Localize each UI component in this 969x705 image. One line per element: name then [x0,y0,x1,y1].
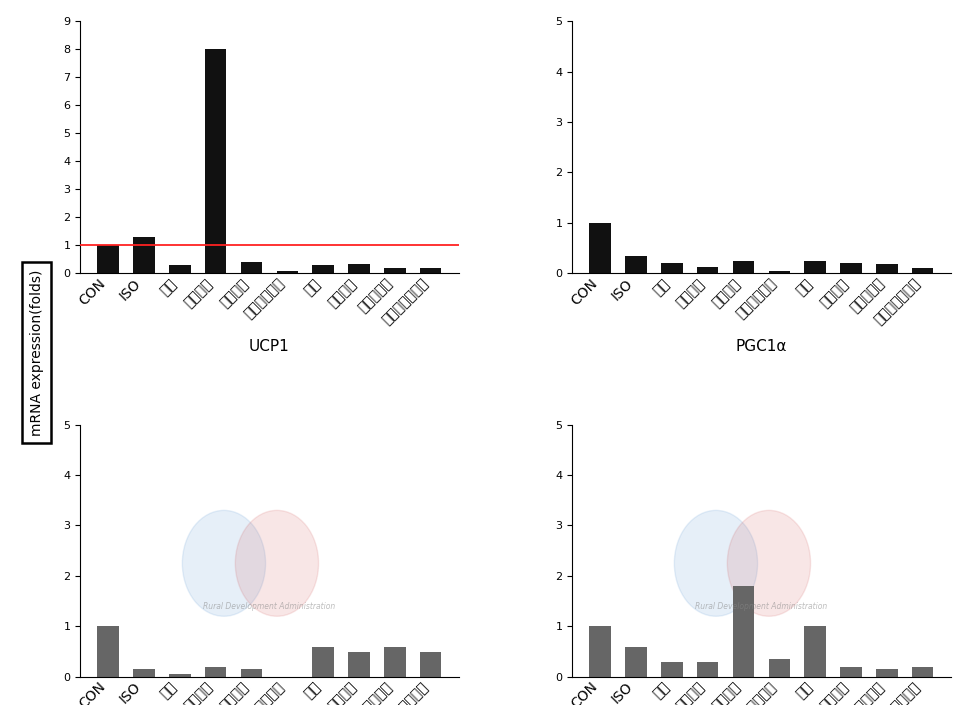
Bar [204,667,226,677]
Bar [732,261,754,274]
Bar [420,651,441,677]
Text: Rural Development Administration: Rural Development Administration [695,601,827,611]
Bar [911,667,932,677]
Text: Rural Development Administration: Rural Development Administration [203,601,335,611]
Bar [875,669,896,677]
Text: mRNA expression(folds): mRNA expression(folds) [30,269,44,436]
Bar [767,271,789,274]
Bar [696,662,718,677]
Bar [839,667,860,677]
Bar [384,646,405,677]
Bar [660,662,682,677]
Bar [803,626,825,677]
Bar [696,267,718,274]
Bar [348,264,369,274]
Bar [169,674,190,677]
Ellipse shape [182,510,266,616]
Bar [240,669,262,677]
Bar [767,659,789,677]
Bar [875,264,896,274]
Bar [348,651,369,677]
Bar [839,263,860,274]
Bar [204,49,226,274]
Bar [312,646,333,677]
Bar [97,626,119,677]
Bar [169,265,190,274]
Bar [384,268,405,274]
Bar [97,245,119,274]
Bar [240,262,262,274]
Ellipse shape [727,510,810,616]
Bar [660,263,682,274]
Bar [625,256,646,274]
Bar [276,271,297,274]
Bar [589,626,610,677]
Bar [589,223,610,274]
Bar [803,261,825,274]
Bar [625,646,646,677]
Bar [312,265,333,274]
X-axis label: PGC1α: PGC1α [735,338,786,354]
Bar [732,586,754,677]
X-axis label: UCP1: UCP1 [249,338,290,354]
Bar [276,677,297,680]
Bar [133,669,154,677]
Ellipse shape [673,510,757,616]
Bar [133,237,154,274]
Bar [420,268,441,274]
Ellipse shape [235,510,318,616]
Bar [911,269,932,274]
